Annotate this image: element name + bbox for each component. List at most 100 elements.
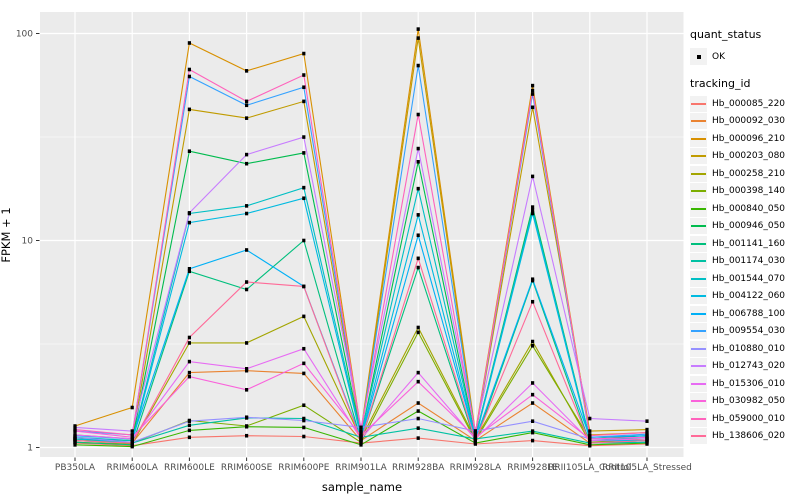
legend-key-icon (690, 375, 707, 392)
legend-item-label: Hb_000398_140 (712, 186, 786, 197)
data-point-marker (531, 208, 535, 213)
data-point-marker (245, 366, 249, 371)
y-axis-title: FPKM + 1 (0, 207, 13, 263)
x-tick-label: RRIM600LA (106, 463, 158, 473)
legend-item-label: Hb_010880_010 (712, 343, 786, 354)
legend-line-swatch-icon (691, 242, 706, 245)
legend-item: Hb_015306_010 (690, 375, 798, 393)
legend-line-swatch-icon (691, 295, 706, 298)
data-point-marker (245, 211, 249, 216)
legend-item: Hb_000840_050 (690, 200, 798, 218)
legend-line-swatch-icon (691, 120, 706, 123)
data-point-marker (531, 299, 535, 304)
data-point-marker (416, 409, 420, 413)
legend-line-swatch-icon (691, 312, 706, 315)
legend-item-label: Hb_000203_080 (712, 151, 786, 162)
data-point-marker (302, 425, 306, 430)
data-point-marker (245, 368, 249, 373)
data-point-marker (187, 41, 191, 45)
data-point-marker (416, 265, 420, 270)
legend-line-swatch-icon (691, 417, 706, 420)
legend-item: Hb_001174_030 (690, 253, 798, 271)
legend-item: Hb_000085_220 (690, 95, 798, 113)
data-point-marker (245, 341, 249, 345)
legend-key-icon (690, 235, 707, 252)
legend-item-label: Hb_001544_070 (712, 273, 786, 284)
legend-key-icon (690, 393, 707, 410)
data-point-marker (73, 433, 77, 437)
data-point-marker (531, 401, 535, 405)
data-point-marker (302, 403, 306, 408)
data-point-marker (645, 435, 649, 440)
legend-line-swatch-icon (691, 365, 706, 368)
legend-item-label: Hb_000840_050 (712, 203, 786, 214)
legend-item-label: Hb_001174_030 (712, 256, 786, 267)
data-point-marker (416, 27, 420, 31)
legend-key-icon (690, 428, 707, 445)
data-point-marker (588, 441, 592, 445)
legend-item-label: Hb_000092_030 (712, 116, 786, 127)
legend-item-label: Hb_000085_220 (712, 98, 786, 109)
y-tick-label: 10 (22, 237, 34, 247)
data-point-marker (73, 435, 77, 440)
legend: quant_status OK tracking_id Hb_000085_22… (690, 28, 798, 445)
data-point-marker (531, 174, 535, 179)
data-point-marker (416, 186, 420, 191)
data-point-marker (416, 426, 420, 430)
data-point-marker (245, 415, 249, 420)
tracking-id-legend-items: Hb_000085_220 Hb_000092_030 Hb_000096_210 H… (690, 95, 798, 445)
data-point-marker (302, 73, 306, 77)
x-tick-label: RRIM600PE (278, 463, 330, 473)
data-point-marker (416, 256, 420, 261)
data-point-marker (187, 107, 191, 112)
data-point-marker (531, 211, 535, 216)
data-point-marker (416, 213, 420, 217)
data-point-marker (245, 161, 249, 166)
data-point-marker (187, 423, 191, 428)
data-point-marker (302, 361, 306, 366)
data-point-marker (302, 185, 306, 190)
x-axis-title: sample_name (321, 480, 403, 494)
data-point-marker (359, 438, 363, 443)
legend-key-icon (690, 323, 707, 340)
legend-item: Hb_001544_070 (690, 270, 798, 288)
legend-item-label: Hb_000096_210 (712, 133, 786, 144)
legend-key-icon (690, 183, 707, 200)
data-point-marker (302, 314, 306, 319)
legend-line-swatch-icon (691, 172, 706, 175)
data-point-marker (187, 374, 191, 379)
data-point-marker (302, 99, 306, 104)
legend-item-label: Hb_009554_030 (712, 326, 786, 337)
legend-key-icon (690, 95, 707, 112)
data-point-marker (187, 67, 191, 72)
data-point-marker (645, 427, 649, 432)
legend-item-label: OK (712, 51, 725, 62)
data-point-marker (645, 438, 649, 443)
data-point-marker (302, 418, 306, 423)
data-point-marker (531, 343, 535, 348)
data-point-marker (416, 112, 420, 117)
legend-key-icon (690, 148, 707, 165)
legend-item: Hb_006788_100 (690, 305, 798, 323)
data-point-marker (359, 425, 363, 430)
x-tick-label: RRII105LA_Stressed (602, 463, 692, 473)
legend-item: Hb_012743_020 (690, 358, 798, 376)
data-point-marker (473, 435, 477, 440)
data-point-marker (531, 392, 535, 397)
legend-key-icon (690, 410, 707, 427)
data-point-marker (531, 429, 535, 433)
data-point-marker (416, 146, 420, 151)
legend-item: Hb_009554_030 (690, 323, 798, 341)
data-point-marker (531, 83, 535, 88)
data-point-marker (73, 425, 77, 430)
data-point-marker (245, 287, 249, 292)
legend-item-label: Hb_004122_060 (712, 291, 786, 302)
x-tick-label: RRIM600LE (164, 463, 215, 473)
legend-item-label: Hb_138606_020 (712, 431, 786, 442)
data-point-marker (416, 325, 420, 330)
data-point-marker (416, 401, 420, 405)
data-point-marker (245, 248, 249, 252)
data-point-marker (73, 427, 77, 432)
data-point-marker (302, 346, 306, 351)
